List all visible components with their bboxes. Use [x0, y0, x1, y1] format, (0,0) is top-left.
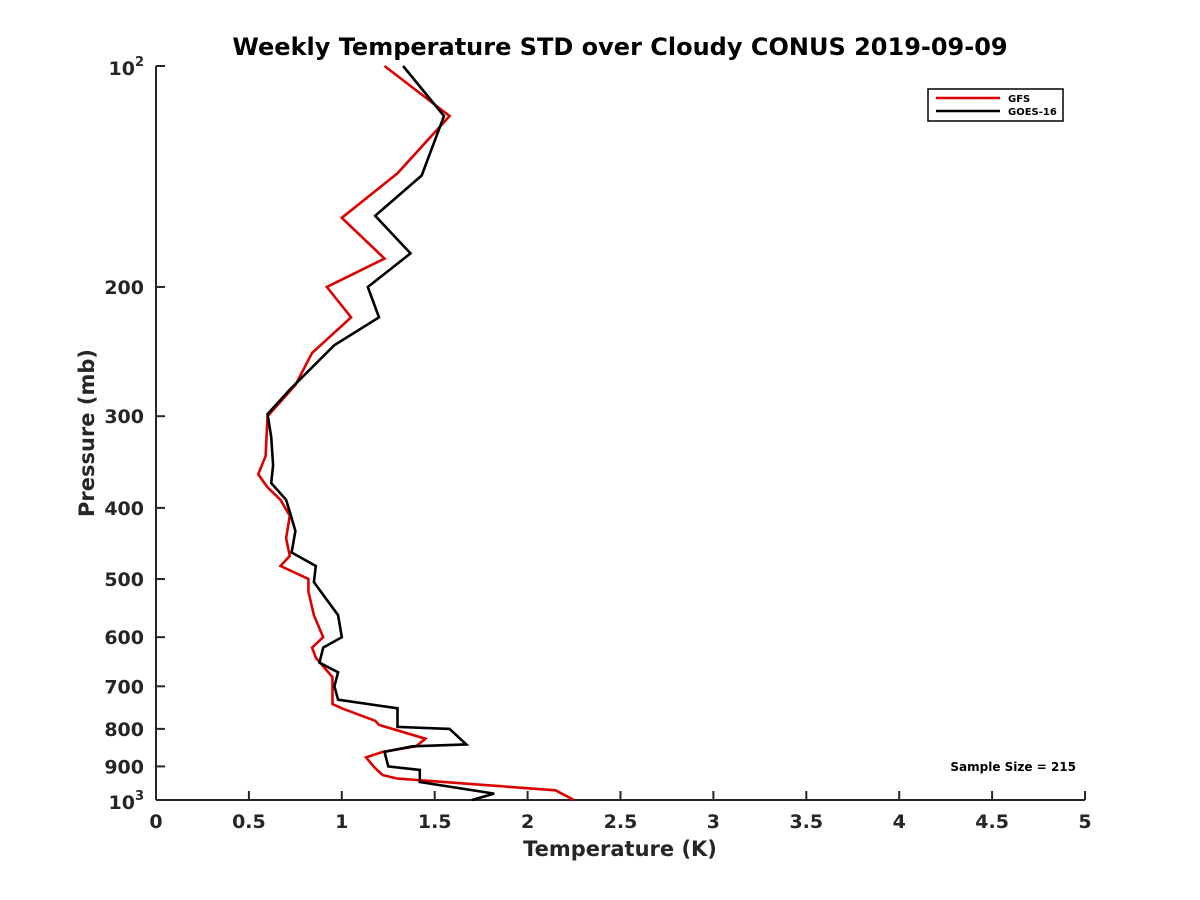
series-group — [256, 64, 575, 802]
y-tick-label: 102 — [109, 55, 145, 80]
x-tick-label: 4 — [893, 811, 906, 833]
x-tick-label: 5 — [1078, 811, 1091, 833]
series-line-gfs — [256, 64, 575, 802]
x-tick-label: 4.5 — [975, 811, 1009, 833]
y-tick-label: 800 — [104, 719, 144, 741]
y-tick-label: 600 — [104, 627, 144, 649]
ticks: 0 0.5 1 1.5 2 2.5 3 3.5 4 4.5 5 102 200 300 400 500 600 7… — [104, 55, 1091, 833]
x-tick-label: 3.5 — [789, 811, 823, 833]
x-tick-label: 0.5 — [232, 811, 266, 833]
legend: GFS GOES-16 — [927, 88, 1064, 122]
x-tick-label: 3 — [707, 811, 720, 833]
series-line-goes-16 — [266, 65, 495, 802]
x-tick-label: 0 — [149, 811, 162, 833]
y-tick-label: 500 — [104, 569, 144, 591]
x-tick-label: 1 — [335, 811, 348, 833]
x-tick-label: 2 — [521, 811, 534, 833]
legend-box — [927, 88, 1064, 122]
sample-size-annotation: Sample Size = 215 — [950, 760, 1076, 774]
y-tick-label: 103 — [109, 789, 145, 814]
chart-title: Weekly Temperature STD over Cloudy CONUS… — [232, 33, 1007, 61]
y-axis-label: Pressure (mb) — [75, 349, 99, 517]
y-tick-label: 400 — [104, 498, 144, 520]
y-tick-label: 200 — [104, 277, 144, 299]
y-tick-label: 300 — [104, 406, 144, 428]
legend-label: GFS — [1008, 94, 1030, 105]
x-axis-label: Temperature (K) — [523, 837, 717, 861]
axes — [155, 66, 1085, 801]
y-tick-label: 900 — [104, 756, 144, 778]
legend-label: GOES-16 — [1008, 107, 1057, 118]
y-tick-label: 700 — [104, 676, 144, 698]
x-tick-label: 1.5 — [418, 811, 452, 833]
x-tick-label: 2.5 — [604, 811, 638, 833]
